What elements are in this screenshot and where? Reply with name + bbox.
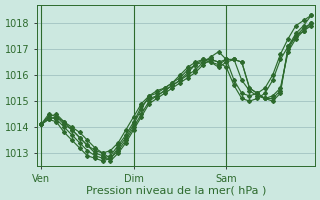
X-axis label: Pression niveau de la mer( hPa ): Pression niveau de la mer( hPa ) <box>86 185 266 195</box>
